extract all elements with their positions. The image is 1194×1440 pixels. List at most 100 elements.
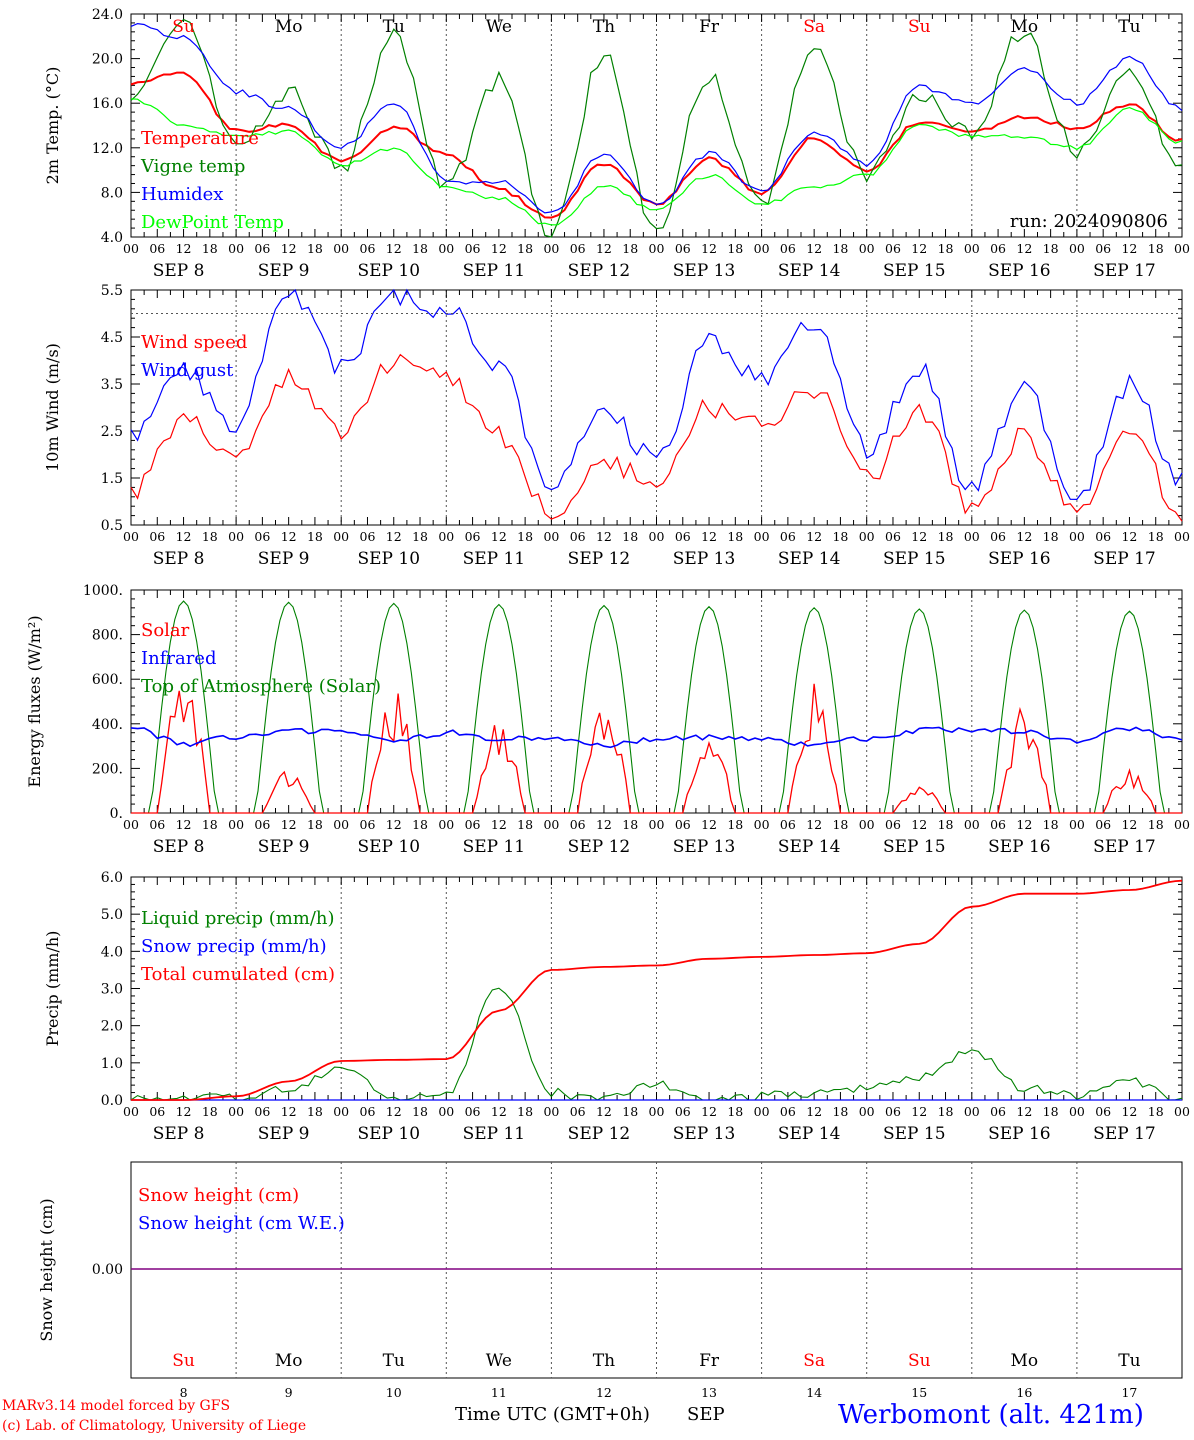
- y-tick-label: 16.0: [92, 96, 123, 112]
- date-label: SEP 9: [258, 261, 310, 281]
- hour-label: 00: [333, 241, 349, 256]
- date-label: SEP 11: [463, 549, 526, 569]
- y-tick-label: 800.: [92, 628, 123, 644]
- hour-label: 12: [806, 1104, 822, 1119]
- day-name: Fr: [699, 17, 720, 37]
- date-label: SEP 14: [778, 1124, 841, 1144]
- series-line-dewpoint-temp: [130, 98, 1183, 226]
- hour-label: 12: [1016, 817, 1032, 832]
- day-number: 16: [1016, 1385, 1032, 1400]
- hour-label: 06: [780, 529, 796, 544]
- series-line-humidex: [130, 22, 1183, 214]
- y-axis-label: Precip (mm/h): [43, 931, 62, 1047]
- hour-label: 12: [1121, 1104, 1137, 1119]
- hour-label: 06: [254, 529, 270, 544]
- hour-label: 00: [1069, 1104, 1085, 1119]
- hour-label: 06: [990, 529, 1006, 544]
- hour-label: 18: [307, 529, 323, 544]
- date-label: SEP 16: [988, 837, 1051, 857]
- hour-label: 00: [1174, 241, 1190, 256]
- legend-entry: Snow precip (mm/h): [141, 936, 327, 957]
- hour-label: 06: [465, 817, 481, 832]
- date-label: SEP 14: [778, 837, 841, 857]
- y-tick-label: 1.0: [101, 1056, 123, 1072]
- hour-label: 00: [754, 1104, 770, 1119]
- hour-label: 00: [649, 1104, 665, 1119]
- hour-label: 12: [1016, 241, 1032, 256]
- hour-label: 00: [123, 529, 139, 544]
- hour-label: 00: [859, 241, 875, 256]
- hour-label: 18: [727, 1104, 743, 1119]
- hour-label: 12: [596, 529, 612, 544]
- date-label: SEP 9: [258, 837, 310, 857]
- day-number: 9: [285, 1385, 293, 1400]
- hour-label: 06: [990, 241, 1006, 256]
- hour-label: 00: [964, 241, 980, 256]
- series-line-infrared: [130, 726, 1183, 749]
- day-name: Tu: [1118, 1351, 1140, 1371]
- day-name: Mo: [275, 1351, 303, 1371]
- day-name: We: [486, 17, 512, 37]
- hour-label: 12: [281, 1104, 297, 1119]
- hour-label: 12: [281, 817, 297, 832]
- hour-label: 06: [780, 1104, 796, 1119]
- day-name: We: [486, 1351, 512, 1371]
- date-label: SEP 8: [153, 1124, 205, 1144]
- date-label: SEP 8: [153, 837, 205, 857]
- y-tick-label: 4.5: [101, 330, 123, 346]
- hour-label: 12: [386, 817, 402, 832]
- hour-label: 06: [885, 529, 901, 544]
- hour-label: 18: [202, 529, 218, 544]
- station-name: Werbomont (alt. 421m): [838, 1400, 1144, 1430]
- hour-label: 00: [123, 241, 139, 256]
- hour-label: 18: [202, 241, 218, 256]
- hour-label: 12: [1121, 241, 1137, 256]
- date-label: SEP 17: [1093, 1124, 1156, 1144]
- y-tick-label: 0.0: [101, 1093, 123, 1109]
- day-number: 14: [806, 1385, 822, 1400]
- hour-label: 00: [964, 529, 980, 544]
- hour-label: 18: [412, 529, 428, 544]
- hour-label: 18: [517, 529, 533, 544]
- hour-label: 18: [938, 241, 954, 256]
- hour-label: 12: [596, 817, 612, 832]
- date-label: SEP 12: [568, 549, 631, 569]
- y-tick-label: 0.00: [92, 1262, 123, 1278]
- y-axis-label: 10m Wind (m/s): [43, 343, 62, 472]
- series-line-total-cumulated: [131, 879, 1183, 1101]
- y-tick-label: 6.0: [101, 870, 123, 886]
- y-tick-label: 12.0: [92, 141, 123, 157]
- date-label: SEP 9: [258, 549, 310, 569]
- date-label: SEP 13: [673, 549, 736, 569]
- hour-label: 06: [780, 241, 796, 256]
- hour-label: 06: [1095, 529, 1111, 544]
- hour-label: 00: [649, 241, 665, 256]
- date-label: SEP 12: [568, 261, 631, 281]
- hour-label: 18: [307, 241, 323, 256]
- date-label: SEP 15: [883, 261, 946, 281]
- hour-label: 18: [202, 1104, 218, 1119]
- hour-label: 06: [465, 1104, 481, 1119]
- legend-entry: Wind gust: [141, 360, 234, 381]
- hour-label: 00: [333, 529, 349, 544]
- hour-label: 18: [517, 1104, 533, 1119]
- day-number: 8: [180, 1385, 188, 1400]
- date-label: SEP 10: [357, 837, 420, 857]
- hour-label: 18: [202, 817, 218, 832]
- hour-label: 18: [412, 817, 428, 832]
- hour-label: 00: [228, 817, 244, 832]
- day-name: Th: [593, 17, 615, 37]
- day-name: Th: [593, 1351, 615, 1371]
- hour-label: 06: [675, 1104, 691, 1119]
- hour-label: 00: [438, 1104, 454, 1119]
- day-name: Su: [908, 1351, 931, 1371]
- series-line-wind-gust: [130, 288, 1183, 501]
- y-tick-label: 24.0: [92, 7, 123, 23]
- hour-label: 12: [176, 817, 192, 832]
- day-number: 13: [701, 1385, 717, 1400]
- day-name: Sa: [803, 17, 825, 37]
- date-label: SEP 13: [673, 1124, 736, 1144]
- hour-label: 12: [911, 817, 927, 832]
- hour-label: 06: [1095, 1104, 1111, 1119]
- series-line-wind-speed: [130, 353, 1183, 522]
